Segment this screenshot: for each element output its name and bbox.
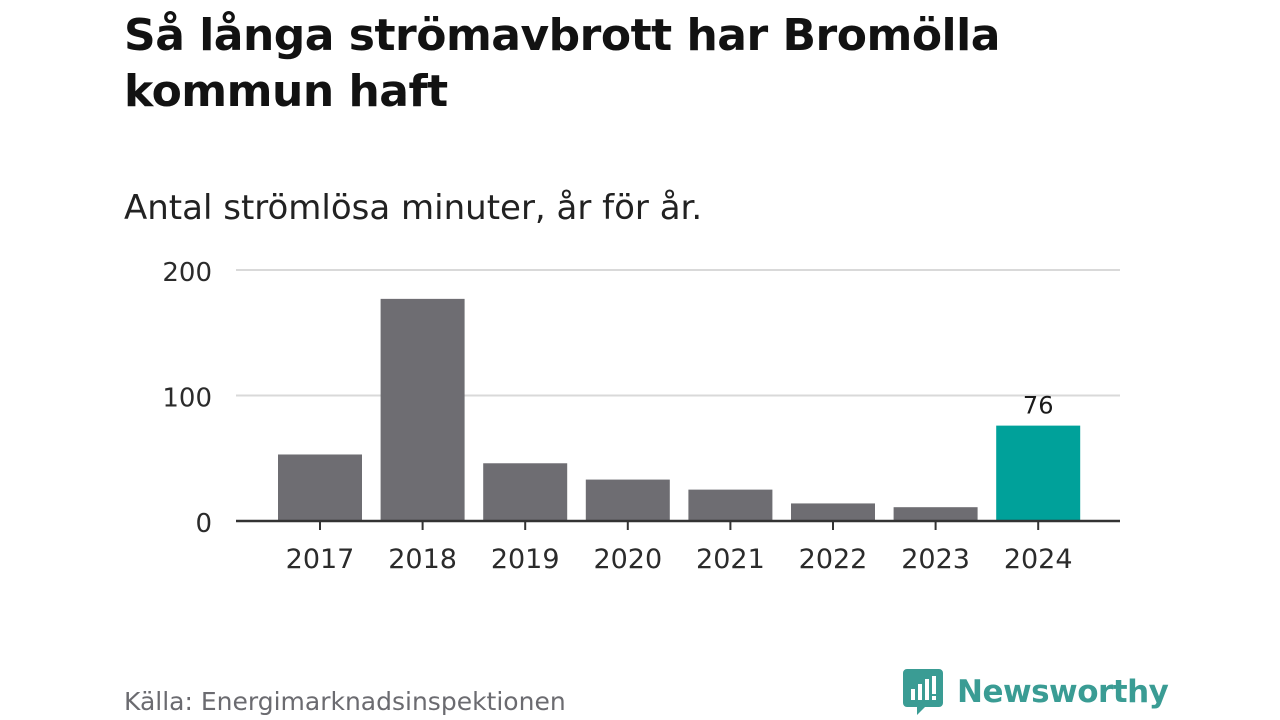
x-tick-label: 2020 [593,544,662,575]
x-tick-label: 2019 [491,544,560,575]
x-axis-ticks: 2017 2018 2019 2020 2021 2022 2023 2024 [286,521,1073,575]
y-tick-label: 200 [162,258,212,288]
brand-name: Newsworthy [957,674,1169,710]
brand-logo: Newsworthy [903,669,1169,715]
bars [278,298,1081,521]
chart-title: Så långa strömavbrott har Bromölla kommu… [124,10,1000,117]
bar-2018 [380,298,465,521]
x-tick-label: 2023 [901,544,970,575]
newsworthy-logo-icon [903,669,943,715]
x-tick-label: 2017 [286,544,355,575]
gridlines [236,269,1120,397]
bar-2024 [996,425,1081,521]
y-axis-ticks: 0 100 200 [162,258,212,539]
bar-2017 [278,454,362,521]
x-tick-label: 2022 [799,544,868,575]
y-tick-label: 100 [162,384,212,414]
source-note: Källa: Energimarknadsinspektionen [124,687,566,716]
data-labels: 76 [1023,392,1054,420]
bar-chart: 0 100 200 2017 2018 2019 2020 2021 2022 2023 2024… [162,258,1120,575]
data-label: 76 [1023,392,1054,420]
x-tick-label: 2024 [1004,544,1073,575]
bar-2022 [791,503,875,521]
bar-2019 [483,463,568,521]
bar-2020 [585,479,670,521]
x-tick-label: 2018 [388,544,457,575]
x-tick-label: 2021 [696,544,765,575]
y-tick-label: 0 [195,509,212,539]
bar-2021 [688,489,773,521]
chart-subtitle: Antal strömlösa minuter, år för år. [124,188,703,228]
bar-2023 [893,507,978,521]
